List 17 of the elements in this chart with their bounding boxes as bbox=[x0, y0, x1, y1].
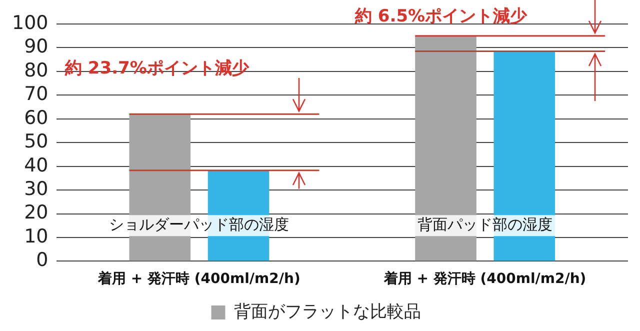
x-tick-label: 着用 + 発汗時 (400ml/m2/h) bbox=[382, 270, 586, 288]
y-tick-label: 90 bbox=[24, 36, 48, 58]
y-tick-label: 30 bbox=[24, 178, 48, 200]
y-tick-label: 20 bbox=[24, 202, 48, 224]
y-tick-label: 80 bbox=[24, 59, 48, 82]
y-tick-label: 10 bbox=[24, 225, 48, 248]
annotation: ショルダーパッド部の湿度 bbox=[109, 216, 290, 234]
x-tick-label: 着用 + 発汗時 (400ml/m2/h) bbox=[97, 270, 300, 288]
annotation: 約 6.5%ポイント減少 bbox=[354, 6, 528, 26]
legend-label: 背面がフラットな比較品 bbox=[234, 302, 421, 322]
y-tick-label: 0 bbox=[36, 249, 48, 272]
y-tick-label: 70 bbox=[24, 83, 48, 106]
annotation: 背面パッド部の湿度 bbox=[418, 216, 553, 234]
y-tick-label: 40 bbox=[24, 154, 48, 176]
y-tick-label: 60 bbox=[24, 106, 48, 129]
y-tick-label: 100 bbox=[12, 12, 48, 34]
y-tick-label: 50 bbox=[24, 130, 48, 153]
